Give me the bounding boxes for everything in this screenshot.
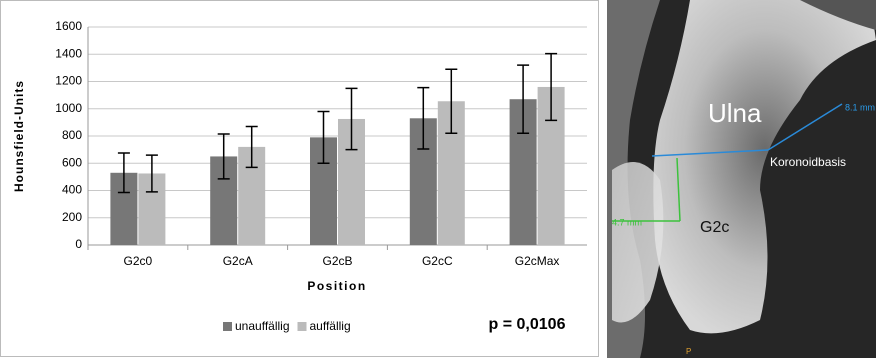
x-tick-label: G2cC bbox=[422, 254, 453, 268]
label-base: Koronoidbasis bbox=[770, 155, 846, 169]
label-p: P bbox=[686, 347, 691, 356]
y-tick-label: 0 bbox=[75, 237, 82, 251]
legend-label: auffällig bbox=[310, 319, 351, 333]
y-tick-label: 800 bbox=[62, 128, 82, 142]
label-measure: 8.1 mm bbox=[845, 102, 875, 112]
y-tick-label: 200 bbox=[62, 210, 82, 224]
x-tick-label: G2cB bbox=[322, 254, 352, 268]
y-tick-label: 400 bbox=[62, 183, 82, 197]
legend-swatch bbox=[298, 322, 307, 331]
label-measure: 4.7 mm bbox=[612, 217, 642, 227]
x-tick-label: G2c0 bbox=[124, 254, 153, 268]
legend-swatch bbox=[223, 322, 232, 331]
x-tick-label: G2cA bbox=[223, 254, 253, 268]
y-tick-label: 600 bbox=[62, 155, 82, 169]
x-tick-label: G2cMax bbox=[515, 254, 560, 268]
ct-image: Ulna 8.1 mm Koronoidbasis 4.7 mm G2c P bbox=[607, 0, 876, 358]
y-tick-label: 1200 bbox=[55, 74, 82, 88]
legend-label: unauffällig bbox=[235, 319, 290, 333]
y-tick-label: 1600 bbox=[55, 19, 82, 33]
label-g2c: G2c bbox=[700, 219, 729, 236]
y-tick-label: 1400 bbox=[55, 46, 82, 60]
x-axis-title: Position bbox=[307, 279, 366, 293]
label-ulna: Ulna bbox=[708, 98, 762, 128]
y-tick-label: 1000 bbox=[55, 101, 82, 115]
figure: 0 200 400 600 800 1000 1200 1400 1600 G2c0 G2cA G2c… bbox=[0, 0, 876, 358]
y-axis-title: Hounsfield-Units bbox=[12, 80, 26, 192]
annotation: p = 0,0106 bbox=[489, 316, 566, 333]
